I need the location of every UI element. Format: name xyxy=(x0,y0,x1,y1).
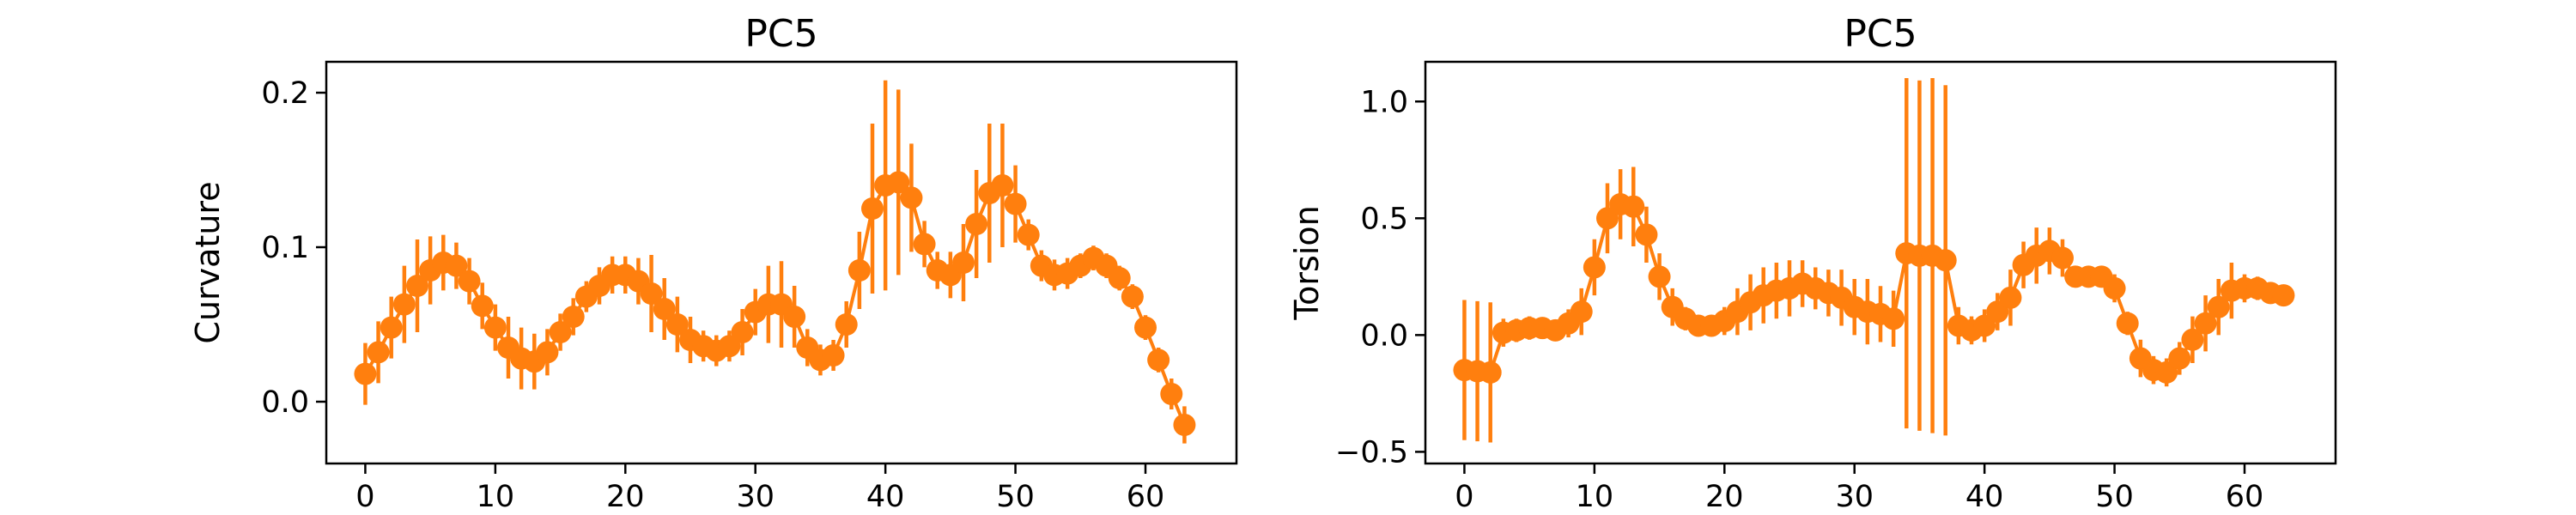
data-point xyxy=(913,233,936,256)
data-point xyxy=(1017,223,1040,246)
data-point xyxy=(1121,285,1144,308)
data-point xyxy=(380,316,403,339)
data-point xyxy=(783,306,806,328)
data-point xyxy=(549,321,572,343)
x-tick-label: 0 xyxy=(1455,480,1473,514)
data-point xyxy=(640,282,663,305)
data-point xyxy=(536,341,559,364)
data-point xyxy=(900,186,923,209)
data-point xyxy=(2116,312,2139,335)
y-tick-label: 0.0 xyxy=(261,385,309,420)
data-point xyxy=(1004,192,1027,215)
y-tick-label: 1.0 xyxy=(1360,85,1408,119)
data-point xyxy=(991,174,1014,197)
y-tick-label: 0.0 xyxy=(1360,318,1408,353)
data-point xyxy=(2207,295,2230,318)
x-tick-label: 30 xyxy=(736,480,775,514)
x-tick-label: 10 xyxy=(477,480,515,514)
chart-title: PC5 xyxy=(744,12,817,56)
y-axis-label: Curvature xyxy=(189,181,227,343)
data-point xyxy=(848,259,871,282)
plot-frame xyxy=(1424,60,2337,465)
y-axis-label: Torsion xyxy=(1288,205,1326,320)
data-series xyxy=(354,80,1196,444)
series-line xyxy=(1464,202,2284,375)
chart-panel-2: PC5 Torsion 0 10 20 30 40 50 60 −0.5 0.0 0.5 1.0 xyxy=(1288,12,2337,514)
x-tick-label: 30 xyxy=(1835,480,1874,514)
data-point xyxy=(1596,207,1619,230)
x-tick-label: 10 xyxy=(1576,480,1614,514)
data-point xyxy=(392,293,416,316)
data-point xyxy=(367,341,390,364)
data-point xyxy=(2103,276,2126,300)
data-point xyxy=(665,313,689,336)
x-tick-label: 20 xyxy=(606,480,645,514)
data-point xyxy=(1173,414,1196,436)
data-point xyxy=(458,270,481,293)
x-tick-label: 0 xyxy=(355,480,374,514)
x-tick-label: 50 xyxy=(2095,480,2134,514)
data-point xyxy=(562,306,585,328)
data-point xyxy=(471,294,494,318)
x-tick-label: 40 xyxy=(866,480,905,514)
x-tick-label: 60 xyxy=(2226,480,2264,514)
data-point xyxy=(1134,316,1157,339)
data-point xyxy=(861,197,884,220)
data-point xyxy=(2272,284,2295,307)
data-point xyxy=(1973,314,1996,337)
data-point xyxy=(2194,312,2217,335)
plot-frame xyxy=(325,60,1238,465)
data-point xyxy=(965,213,988,235)
data-point xyxy=(1147,348,1170,372)
y-tick-label: 0.5 xyxy=(1360,202,1408,236)
data-point xyxy=(2155,360,2178,384)
data-point xyxy=(1160,383,1183,405)
data-point xyxy=(406,275,428,297)
data-point xyxy=(1583,256,1606,279)
data-point xyxy=(1108,267,1131,289)
y-tick-label: 0.2 xyxy=(261,76,309,111)
chart-panel-1: PC5 Curvature 0 10 20 30 40 50 60 0.0 0.1 0.2 xyxy=(189,12,1238,514)
data-point xyxy=(445,254,468,277)
data-point xyxy=(354,362,377,385)
data-point xyxy=(1570,300,1593,324)
y-tick-label: 0.1 xyxy=(261,231,309,265)
data-point xyxy=(1882,307,1905,330)
data-point xyxy=(483,316,507,339)
data-point xyxy=(731,321,754,343)
data-point xyxy=(952,251,975,274)
x-tick-label: 50 xyxy=(996,480,1035,514)
data-point xyxy=(1986,300,2009,324)
data-point xyxy=(1648,265,1671,288)
data-point xyxy=(2181,328,2204,351)
data-point xyxy=(653,298,676,320)
chart-title: PC5 xyxy=(1844,12,1917,56)
data-point xyxy=(2051,246,2074,270)
data-point xyxy=(1999,286,2022,309)
data-point xyxy=(887,171,910,194)
data-point xyxy=(1635,223,1658,246)
data-point xyxy=(2168,347,2191,370)
data-point xyxy=(1622,195,1645,218)
x-tick-label: 20 xyxy=(1705,480,1744,514)
x-tick-label: 60 xyxy=(1127,480,1165,514)
data-series xyxy=(1453,78,2295,443)
y-tick-label: −0.5 xyxy=(1335,435,1408,470)
data-point xyxy=(1479,360,1502,384)
data-point xyxy=(835,313,858,336)
x-tick-label: 40 xyxy=(1965,480,2004,514)
data-point xyxy=(822,344,845,367)
data-point xyxy=(1934,249,1957,272)
